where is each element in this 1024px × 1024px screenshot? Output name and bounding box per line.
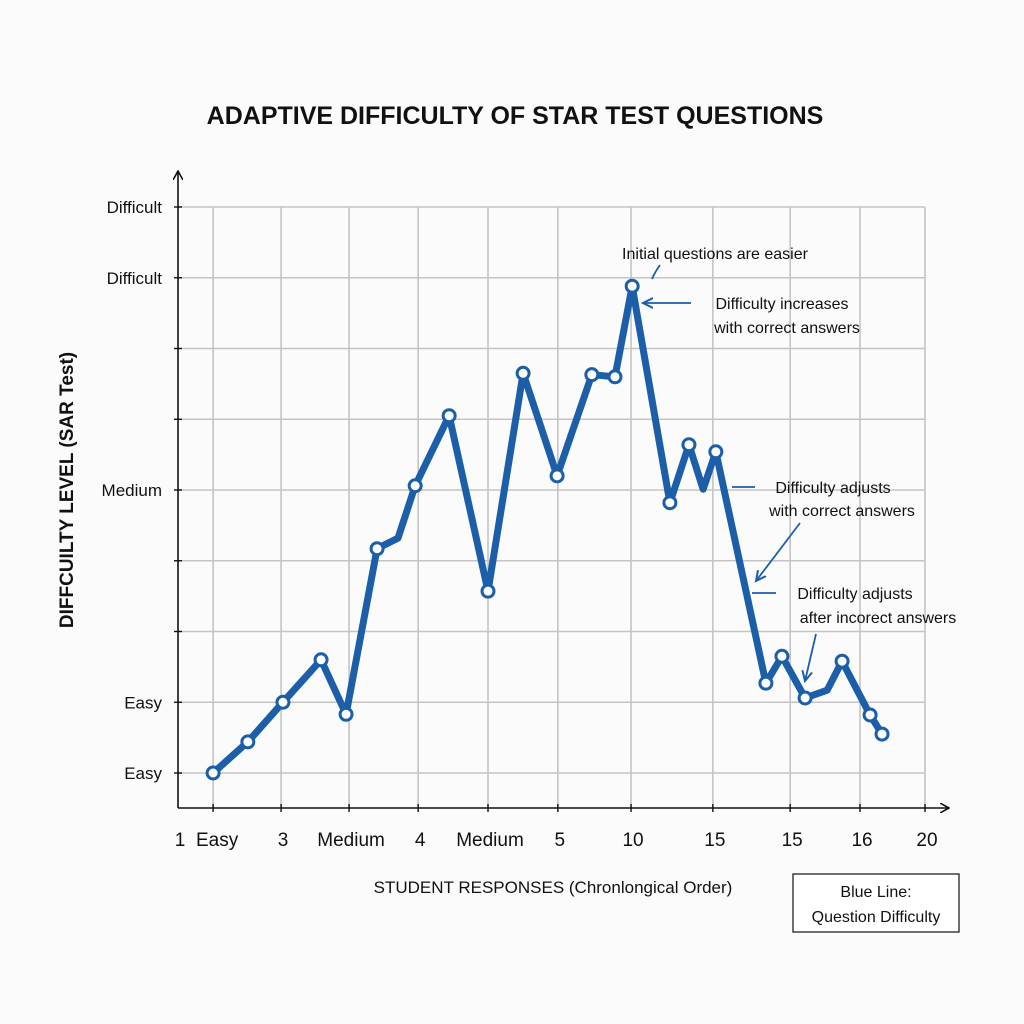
data-point [549, 468, 565, 484]
data-point [480, 583, 496, 599]
x-tick-label: 5 [555, 830, 566, 851]
y-tick-label: Easy [124, 764, 162, 783]
annotation-arrow [805, 633, 817, 681]
data-point [774, 648, 790, 664]
data-point [662, 495, 678, 511]
x-tick-label: 20 [916, 830, 937, 851]
tick-labels: Difficult Difficult Medium Easy Easy 1 Easy 3 Me… [102, 198, 938, 851]
x-tick-label: 10 [622, 830, 643, 851]
data-point [758, 675, 774, 691]
y-axis-label: DIFFCUILTY LEVEL (SAR Test) [57, 352, 78, 628]
y-tick-label: Difficult [107, 198, 163, 217]
data-point [313, 652, 329, 668]
chart-title: ADAPTIVE DIFFICULTY OF STAR TEST QUESTIO… [207, 102, 824, 130]
y-tick-label: Difficult [107, 269, 163, 288]
legend-line-1: Blue Line: [840, 884, 911, 901]
data-point [681, 437, 697, 453]
annotation-initial: Initial questions are easier [622, 246, 809, 280]
data-point [834, 653, 850, 669]
data-point [369, 541, 385, 557]
annotation-text: Difficulty increases [715, 296, 848, 313]
annotation-text: Initial questions are easier [622, 246, 809, 263]
data-point [874, 726, 890, 742]
annotation-text: with correct answers [768, 503, 915, 520]
legend-line-2: Question Difficulty [812, 909, 941, 926]
data-point [205, 765, 221, 781]
data-point [607, 369, 623, 385]
series-line [209, 282, 886, 777]
data-point [797, 690, 813, 706]
y-tick-label: Medium [102, 481, 162, 500]
x-axis-label: STUDENT RESPONSES (Chronlongical Order) [374, 878, 733, 897]
x-tick-label: Medium [317, 830, 385, 851]
data-point [515, 365, 531, 381]
series-question-difficulty [205, 278, 890, 781]
data-point [407, 478, 423, 494]
annotation-text: after incorect answers [800, 610, 957, 627]
data-point [275, 694, 291, 710]
annotations: Initial questions are easier Difficulty i… [622, 246, 956, 681]
annotation-text: Difficulty adjusts [775, 480, 890, 497]
legend-box [792, 873, 960, 933]
y-tick-label: Easy [124, 693, 162, 712]
x-tick-label: Easy [196, 830, 239, 851]
legend: Blue Line: Question Difficulty [792, 873, 960, 933]
x-tick-label: 16 [851, 830, 872, 851]
x-tick-label: 3 [278, 830, 289, 851]
annotation-text: with correct answers [713, 320, 860, 337]
data-point [624, 278, 640, 294]
x-tick-label: 4 [415, 830, 426, 851]
data-point [441, 408, 457, 424]
data-point [584, 367, 600, 383]
annotation-adjusts-correct: Difficulty adjusts with correct answers [732, 480, 915, 581]
annotation-adjusts-incorrect: Difficulty adjusts after incorect answers [752, 586, 956, 681]
x-tick-label: 1 [175, 830, 186, 851]
annotation-arrow [756, 522, 801, 581]
data-point [338, 706, 354, 722]
annotation-increases: Difficulty increases with correct answers [643, 296, 860, 337]
data-point [862, 707, 878, 723]
x-tick-label: 15 [704, 830, 725, 851]
x-tick-label: Medium [456, 830, 524, 851]
data-point [240, 734, 256, 750]
data-point [708, 444, 724, 460]
x-tick-label: 15 [782, 830, 803, 851]
annotation-text: Difficulty adjusts [797, 586, 912, 603]
annotation-leader-line [651, 264, 661, 280]
